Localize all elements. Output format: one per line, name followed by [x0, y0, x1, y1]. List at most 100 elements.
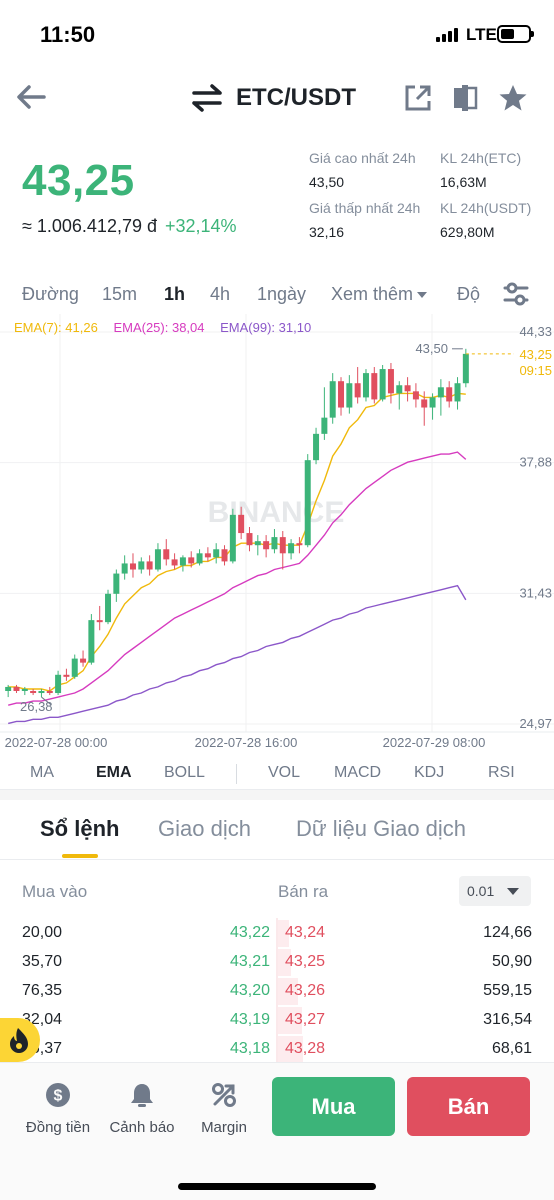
orderbook-header: Mua vào Bán ra 0.01	[0, 876, 554, 908]
candle-body	[163, 549, 170, 560]
ask-qty: 559,15	[483, 982, 532, 999]
bid-price: 43,21	[229, 953, 270, 970]
candle	[229, 508, 236, 564]
candle	[13, 684, 20, 694]
bid-price: 43,18	[229, 1040, 270, 1057]
orderbook-row[interactable]: 46,37 43,18 43,28 68,61	[0, 1034, 554, 1063]
interval-15m[interactable]: 15m	[102, 284, 138, 304]
tab-order-book[interactable]: Sổ lệnh	[40, 816, 120, 841]
share-icon[interactable]	[403, 83, 433, 113]
ask-depth-bar	[278, 978, 298, 1005]
interval-more[interactable]: Xem thêm	[331, 284, 428, 305]
candle	[462, 348, 469, 388]
ask-qty: 124,66	[483, 924, 532, 941]
candle	[163, 539, 170, 566]
candle	[105, 589, 112, 625]
nav-margin[interactable]: Margin	[184, 1081, 264, 1136]
ema99-legend: EMA(99): 31,10	[220, 320, 312, 335]
candle	[196, 549, 203, 566]
candle-body	[55, 674, 62, 694]
candle-body	[462, 353, 469, 384]
candle-body	[204, 553, 211, 558]
indicator-boll[interactable]: BOLL	[164, 764, 205, 781]
nav-funding[interactable]: $ Đồng tiền	[18, 1081, 98, 1136]
indicator-macd[interactable]: MACD	[334, 764, 382, 781]
chart-layout-icon[interactable]	[450, 83, 480, 113]
candle	[113, 569, 120, 602]
ema25-line	[8, 451, 467, 706]
candle	[138, 557, 145, 574]
candle-body	[362, 373, 369, 398]
candle	[146, 555, 153, 576]
candle-body	[304, 460, 311, 546]
candle-body	[96, 620, 103, 623]
ema99-line	[8, 584, 467, 725]
candle	[454, 377, 461, 410]
candle-body	[429, 397, 436, 408]
bid-price: 43,22	[229, 924, 270, 941]
candle-body	[288, 543, 295, 554]
interval-4h[interactable]: 4h	[210, 284, 231, 304]
stat-24h-high-value: 43,50	[309, 174, 345, 190]
stat-24h-low-label: Giá thấp nhất 24h	[309, 200, 421, 216]
favorite-star-icon[interactable]	[498, 83, 528, 113]
interval-depth[interactable]: Độ	[457, 284, 481, 304]
tab-trade-data[interactable]: Dữ liệu Giao dịch	[296, 816, 467, 841]
orderbook-row[interactable]: 76,35 43,20 43,26 559,15	[0, 976, 554, 1005]
candle-body	[154, 549, 161, 570]
bid-price: 43,20	[229, 982, 270, 999]
bid-qty: 35,70	[22, 953, 63, 970]
tab-trades[interactable]: Giao dịch	[158, 816, 251, 841]
signal-icon	[436, 28, 460, 42]
ema7-legend: EMA(7): 41,26	[14, 320, 98, 335]
candle-body	[21, 688, 28, 691]
candle	[446, 381, 453, 408]
precision-select[interactable]: 0.01	[459, 876, 531, 906]
back-arrow-icon[interactable]	[14, 80, 48, 114]
indicator-vol[interactable]: VOL	[268, 764, 301, 781]
candle	[254, 535, 261, 556]
chart-canvas[interactable]: BINANCE 44,33 37,88 31,43 24,97 2022-07-28 0…	[0, 314, 554, 750]
candle-body	[238, 514, 245, 534]
interval-1h[interactable]: 1h	[164, 284, 186, 304]
x-tick-label: 2022-07-28 00:00	[5, 735, 108, 750]
interval-1d[interactable]: 1ngày	[257, 284, 307, 304]
orderbook-row[interactable]: 32,04 43,19 43,27 316,54	[0, 1005, 554, 1034]
candle	[437, 379, 444, 416]
chart-settings-icon[interactable]	[502, 280, 530, 308]
interval-line[interactable]: Đường	[22, 284, 79, 304]
last-price-tag: 43,25	[519, 347, 552, 362]
candle	[371, 367, 378, 404]
pair-title[interactable]: ETC/USDT	[236, 84, 356, 111]
candle-body	[138, 561, 145, 570]
indicator-kdj[interactable]: KDJ	[414, 764, 445, 781]
candle	[63, 668, 70, 681]
indicator-ma[interactable]: MA	[30, 764, 54, 781]
home-indicator	[178, 1183, 376, 1190]
candle	[188, 551, 195, 568]
stat-24h-vol-base-value: 16,63M	[440, 174, 487, 190]
sell-button[interactable]: Bán	[407, 1077, 530, 1136]
orderbook-row[interactable]: 35,70 43,21 43,25 50,90	[0, 947, 554, 976]
indicator-rsi[interactable]: RSI	[488, 764, 515, 781]
candle-body	[396, 385, 403, 394]
candle	[429, 393, 436, 420]
candle-body	[30, 690, 37, 694]
buy-button[interactable]: Mua	[272, 1077, 395, 1136]
candle	[338, 377, 345, 416]
candle-body	[387, 369, 394, 394]
active-tab-underline	[62, 854, 98, 858]
candlestick-chart[interactable]: BINANCE 44,33 37,88 31,43 24,97 2022-07-28 0…	[0, 314, 554, 750]
nav-alert[interactable]: Cảnh báo	[102, 1081, 182, 1136]
candle	[96, 605, 103, 631]
chevron-down-icon	[417, 292, 428, 299]
candle-body	[371, 373, 378, 400]
candle	[279, 531, 286, 570]
swap-pair-icon[interactable]	[190, 84, 224, 112]
indicator-ema[interactable]: EMA	[96, 764, 132, 781]
hot-badge[interactable]	[0, 1018, 40, 1062]
orderbook-row[interactable]: 20,00 43,22 43,24 124,66	[0, 918, 554, 947]
candle	[179, 555, 186, 572]
nav-margin-label: Margin	[201, 1119, 247, 1136]
stat-24h-low-value: 32,16	[309, 224, 345, 240]
